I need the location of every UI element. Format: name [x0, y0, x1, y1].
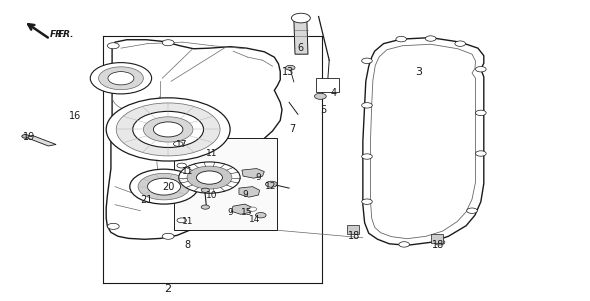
Text: 20: 20: [162, 182, 174, 192]
Text: 3: 3: [415, 67, 422, 77]
Circle shape: [133, 111, 204, 147]
Circle shape: [286, 65, 295, 70]
Text: 11: 11: [182, 217, 194, 226]
Text: FR.: FR.: [58, 30, 74, 39]
Circle shape: [455, 41, 466, 46]
Polygon shape: [239, 187, 260, 197]
Bar: [347, 225, 359, 234]
Circle shape: [107, 223, 119, 229]
Circle shape: [116, 103, 220, 156]
Text: 5: 5: [320, 105, 326, 115]
Text: 9: 9: [227, 208, 233, 217]
Circle shape: [130, 169, 198, 204]
Circle shape: [467, 208, 477, 213]
Circle shape: [187, 166, 232, 189]
Circle shape: [177, 163, 186, 168]
Text: 18: 18: [432, 240, 444, 250]
Circle shape: [107, 43, 119, 49]
Circle shape: [291, 13, 310, 23]
Circle shape: [99, 67, 143, 90]
Circle shape: [425, 36, 436, 41]
Text: 17: 17: [176, 140, 188, 149]
Bar: [431, 234, 442, 243]
Circle shape: [362, 103, 372, 108]
Text: 11: 11: [182, 167, 194, 176]
Circle shape: [266, 181, 277, 187]
Text: 8: 8: [185, 240, 191, 250]
Circle shape: [106, 98, 230, 161]
Circle shape: [138, 173, 190, 200]
Circle shape: [179, 162, 240, 193]
Circle shape: [90, 63, 152, 94]
Circle shape: [201, 188, 209, 192]
Circle shape: [434, 240, 445, 245]
Circle shape: [153, 122, 183, 137]
Circle shape: [162, 233, 174, 239]
Text: 16: 16: [70, 111, 81, 121]
Text: FR.: FR.: [50, 30, 66, 39]
Polygon shape: [231, 204, 253, 214]
Text: 10: 10: [205, 191, 217, 200]
Circle shape: [362, 58, 372, 64]
Text: 14: 14: [249, 215, 261, 224]
Circle shape: [314, 93, 326, 99]
Circle shape: [162, 40, 174, 46]
Text: 4: 4: [330, 88, 336, 98]
Circle shape: [362, 154, 372, 159]
Circle shape: [476, 67, 486, 72]
Text: 15: 15: [241, 208, 253, 217]
Circle shape: [399, 242, 409, 247]
Polygon shape: [363, 38, 484, 245]
Text: 21: 21: [140, 195, 152, 205]
Text: 7: 7: [289, 124, 295, 135]
Circle shape: [173, 141, 183, 146]
Circle shape: [362, 199, 372, 204]
Text: 9: 9: [255, 173, 261, 182]
Circle shape: [201, 205, 209, 209]
Text: 11: 11: [205, 149, 217, 158]
Polygon shape: [106, 40, 282, 239]
Polygon shape: [294, 18, 308, 54]
Circle shape: [108, 72, 134, 85]
Circle shape: [255, 213, 266, 218]
Text: 12: 12: [264, 182, 276, 191]
Circle shape: [476, 110, 486, 116]
Bar: [316, 78, 339, 92]
Text: 6: 6: [298, 43, 304, 53]
Circle shape: [22, 135, 29, 138]
Bar: [174, 138, 277, 230]
Circle shape: [476, 151, 486, 156]
Text: 13: 13: [282, 67, 294, 77]
Polygon shape: [242, 169, 264, 178]
Text: 9: 9: [242, 190, 248, 199]
Text: 2: 2: [165, 284, 172, 294]
Text: 18: 18: [348, 231, 360, 241]
Circle shape: [143, 117, 193, 142]
Text: 19: 19: [24, 132, 35, 142]
Circle shape: [148, 178, 181, 195]
Polygon shape: [25, 135, 56, 146]
Circle shape: [177, 218, 186, 223]
Circle shape: [248, 207, 257, 211]
Circle shape: [196, 171, 222, 184]
Circle shape: [396, 36, 407, 42]
